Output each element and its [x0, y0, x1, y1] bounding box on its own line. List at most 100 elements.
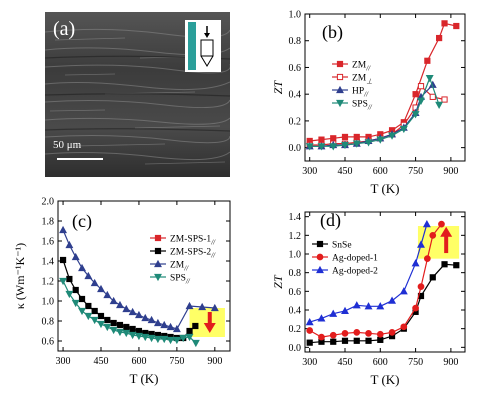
series-zm	[306, 83, 448, 149]
chart-panel-d: 300 450 600 750 900 0.0 0.2 0.4 0.6 0.8 1.0 1.2 1.4 T…	[271, 210, 466, 387]
data-point	[103, 290, 112, 299]
data-point	[436, 34, 443, 42]
data-point	[172, 324, 181, 333]
data-point	[72, 286, 79, 294]
data-point	[179, 334, 188, 343]
y-tick-label: 0.6	[289, 287, 302, 298]
y-tick-label: 2.0	[42, 197, 55, 208]
y-tick-label: 1.2	[289, 231, 302, 242]
x-axis-label: T (K)	[370, 372, 399, 387]
data-point	[453, 22, 460, 30]
chart-panel-b: 300 450 600 750 900 0.0 0.2 0.4 0.6 0.8 1.0 T (K) ZT…	[271, 10, 466, 196]
legend-label: ZM-SPS-1//	[170, 235, 216, 247]
y-tick-label: 1.6	[42, 237, 55, 248]
legend-marker	[154, 273, 162, 282]
data-point	[128, 307, 137, 316]
y-tick-label: 1.0	[42, 297, 55, 308]
x-tick-label: 750	[408, 166, 423, 177]
series-ag-doped-1	[306, 220, 445, 341]
data-point	[110, 319, 117, 327]
highlight-box	[189, 308, 225, 337]
data-point	[160, 335, 169, 344]
data-point	[438, 220, 445, 228]
x-tick-label: 300	[302, 357, 317, 368]
legend-marker	[316, 253, 324, 261]
y-tick-label: 0.8	[289, 36, 302, 47]
data-point	[185, 301, 194, 310]
y-tick-label: 1.2	[42, 277, 55, 288]
legend-label: HP//	[352, 87, 369, 99]
data-point	[412, 91, 419, 98]
series-sps	[305, 75, 444, 151]
series-sps	[59, 277, 200, 348]
data-point	[305, 143, 314, 151]
data-point	[141, 333, 150, 342]
data-point	[185, 333, 194, 342]
chart-panel-c: 300 450 600 750 900 0.6 0.8 1.0 1.2 1.4 1.6 1.8 2.0 T…	[13, 197, 231, 386]
data-point	[153, 318, 162, 327]
trend-arrow-head	[440, 226, 453, 237]
x-axis-label: T (K)	[129, 371, 158, 386]
data-point	[116, 328, 124, 337]
data-point	[59, 256, 67, 264]
legend-marker	[154, 247, 162, 255]
data-point	[166, 336, 175, 345]
data-point	[317, 143, 326, 151]
data-point	[160, 320, 169, 329]
plot-frame	[57, 200, 231, 352]
data-point	[341, 306, 349, 315]
legend-marker	[336, 85, 344, 94]
data-point	[330, 135, 337, 142]
data-point	[147, 315, 156, 324]
x-tick-label: 300	[302, 166, 317, 177]
data-point	[172, 336, 181, 345]
data-point	[109, 326, 118, 335]
data-point	[306, 327, 314, 334]
data-point	[429, 93, 436, 100]
legend-marker	[336, 99, 344, 108]
sem-texture	[45, 12, 230, 177]
data-point	[186, 327, 193, 335]
plot-frame	[304, 211, 466, 353]
panel-a-label: (a)	[53, 18, 76, 40]
data-point	[329, 331, 337, 339]
data-point	[141, 313, 150, 322]
data-point	[198, 302, 207, 311]
data-point	[318, 333, 325, 341]
data-point	[135, 327, 143, 335]
data-point	[417, 240, 425, 248]
y-tick-label: 1.0	[289, 10, 302, 21]
legend-label: ZM//	[170, 261, 189, 273]
data-point	[411, 259, 420, 267]
data-point	[122, 329, 131, 338]
data-point	[353, 133, 360, 141]
data-point	[364, 139, 373, 147]
y-tick-label: 0.4	[289, 90, 302, 101]
legend-label: SPS//	[170, 274, 191, 286]
data-point	[128, 331, 137, 340]
series-line	[62, 229, 215, 330]
data-point	[97, 312, 105, 320]
data-point	[376, 302, 385, 310]
x-tick-label: 900	[443, 357, 458, 368]
panel-label: (b)	[322, 22, 343, 43]
y-tick-label: 0.6	[42, 337, 55, 348]
data-point	[365, 329, 372, 337]
y-tick-label: 0.8	[42, 317, 55, 328]
y-tick-label: 1.4	[42, 257, 55, 268]
x-axis-label: T (K)	[370, 181, 399, 196]
legend-marker	[154, 259, 162, 268]
data-point	[453, 262, 460, 269]
data-point	[377, 336, 384, 343]
legend-label: Ag-doped-2	[332, 267, 378, 277]
data-point	[134, 332, 143, 341]
data-point	[97, 284, 105, 293]
sem-micrograph: (a) 50 μm	[45, 12, 230, 177]
data-point	[210, 303, 219, 312]
x-tick-label: 600	[373, 166, 388, 177]
data-point	[353, 337, 360, 344]
data-point	[399, 287, 408, 295]
data-point	[109, 296, 118, 305]
data-point	[65, 240, 74, 249]
